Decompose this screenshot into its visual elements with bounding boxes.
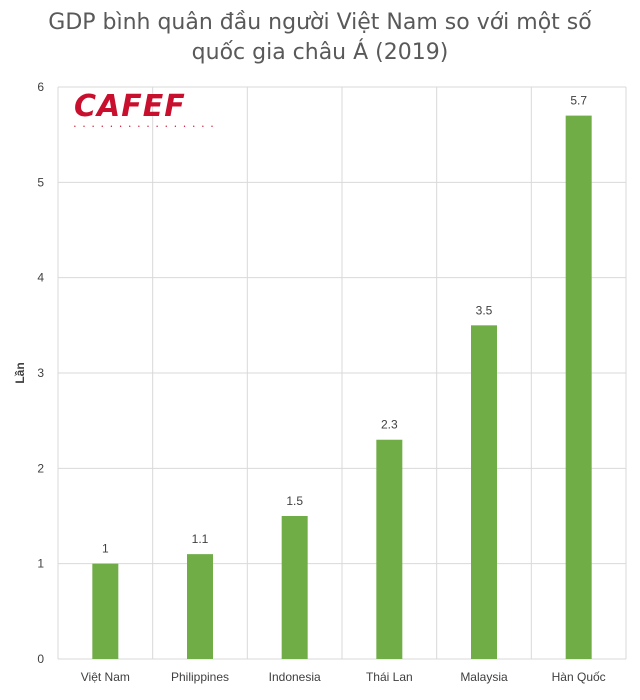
data-label: 1.5: [286, 494, 303, 508]
data-label: 1.1: [192, 532, 209, 546]
x-tick-label: Philippines: [171, 670, 229, 684]
x-tick-label: Malaysia: [460, 670, 508, 684]
y-tick-label: 2: [37, 461, 44, 475]
y-tick-label: 0: [37, 652, 44, 666]
y-tick-label: 4: [37, 271, 44, 285]
chart-title-line-1: GDP bình quân đầu người Việt Nam so với …: [48, 10, 592, 35]
data-label: 2.3: [381, 418, 398, 432]
cafef-logo: CAFEF • • • • • • • • • • • • • • • •: [74, 89, 216, 131]
cafef-logo-text: CAFEF: [74, 89, 186, 124]
bar: [281, 516, 308, 659]
y-tick-label: 5: [37, 175, 44, 189]
y-tick-label: 3: [37, 366, 44, 380]
x-tick-label: Thái Lan: [366, 670, 413, 684]
x-tick-label: Hàn Quốc: [552, 670, 606, 684]
bar: [565, 115, 592, 660]
data-label: 1: [102, 542, 109, 556]
grid-lines: [57, 86, 627, 660]
x-tick-label: Việt Nam: [81, 670, 130, 684]
x-tick-label: Indonesia: [269, 670, 321, 684]
bars: [92, 115, 592, 660]
bar: [471, 325, 497, 659]
chart-title: GDP bình quân đầu người Việt Nam so với …: [0, 8, 640, 68]
labels: 0 1 2 3 4 5 6 1 Việt Nam 1.1 Philippines 1.5 Indones…: [37, 80, 605, 684]
bar: [92, 563, 119, 659]
y-tick-label: 6: [37, 80, 44, 94]
chart-title-line-2: quốc gia châu Á (2019): [191, 40, 449, 65]
data-label: 3.5: [476, 303, 493, 317]
y-tick-label: 1: [37, 557, 44, 571]
bar: [376, 439, 403, 659]
data-label: 5.7: [570, 94, 587, 108]
cafef-logo-dots: • • • • • • • • • • • • • • • •: [74, 124, 216, 130]
bar: [187, 554, 213, 659]
y-axis-title: Lần: [13, 362, 27, 383]
